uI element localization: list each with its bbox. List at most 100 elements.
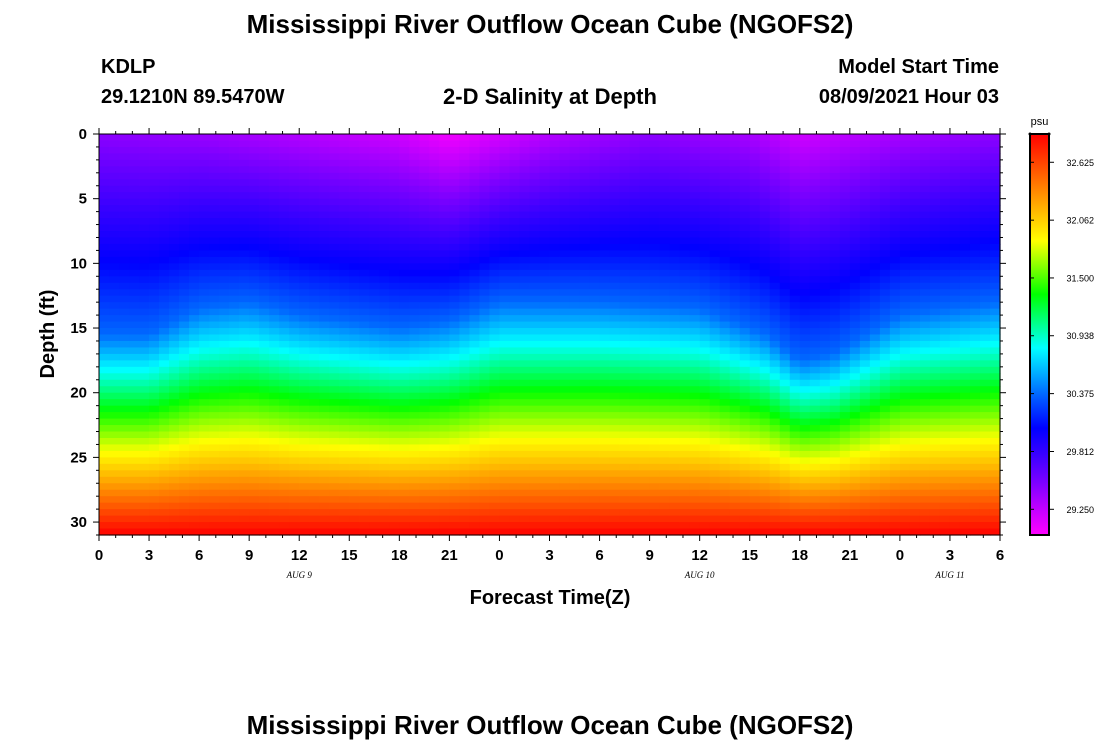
heatmap-cell: [629, 185, 641, 193]
heatmap-cell: [129, 392, 140, 400]
heatmap-cell: [379, 205, 390, 213]
heatmap-cell: [629, 463, 641, 471]
heatmap-cell: [709, 502, 721, 510]
heatmap-cell: [259, 153, 270, 161]
heatmap-cell: [649, 437, 661, 446]
heatmap-cell: [489, 457, 501, 465]
heatmap-cell: [779, 360, 791, 368]
heatmap-cell: [349, 405, 360, 413]
heatmap-cell: [639, 218, 651, 226]
heatmap-cell: [449, 263, 460, 271]
heatmap-cell: [749, 308, 761, 316]
station-id: KDLP: [101, 56, 156, 78]
heatmap-cell: [699, 289, 711, 297]
heatmap-cell: [549, 140, 561, 148]
heatmap-cell: [389, 412, 400, 420]
heatmap-cell: [469, 282, 481, 290]
heatmap-cell: [699, 470, 711, 478]
heatmap-cell: [789, 405, 801, 413]
heatmap-cell: [429, 334, 440, 342]
heatmap-cell: [869, 218, 881, 226]
heatmap-cell: [649, 276, 661, 284]
heatmap-cell: [519, 328, 531, 336]
heatmap-cell: [709, 302, 721, 310]
heatmap-cell: [99, 425, 110, 433]
heatmap-cell: [439, 153, 450, 161]
heatmap-cell: [229, 243, 240, 252]
heatmap-cell: [679, 437, 691, 446]
heatmap-cell: [829, 205, 841, 213]
heatmap-cell: [169, 444, 180, 452]
heatmap-cell: [699, 308, 711, 316]
heatmap-cell: [689, 282, 701, 290]
heatmap-cell: [139, 457, 150, 465]
heatmap-cell: [219, 263, 230, 271]
heatmap-cell: [619, 412, 631, 420]
heatmap-cell: [829, 289, 841, 297]
heatmap-cell: [189, 399, 200, 407]
heatmap-cell: [529, 172, 541, 180]
heatmap-cell: [279, 457, 290, 465]
heatmap-cell: [279, 347, 290, 355]
heatmap-cell: [829, 502, 841, 510]
heatmap-cell: [399, 444, 410, 452]
heatmap-cell: [129, 250, 140, 258]
heatmap-cell: [309, 425, 320, 433]
heatmap-cell: [389, 211, 400, 219]
heatmap-cell: [439, 231, 450, 239]
heatmap-cell: [729, 379, 741, 387]
heatmap-cell: [679, 211, 691, 219]
heatmap-cell: [439, 437, 450, 446]
heatmap-cell: [409, 437, 420, 446]
heatmap-cell: [519, 509, 531, 517]
heatmap-cell: [559, 269, 571, 277]
heatmap-cell: [749, 198, 761, 206]
heatmap-cell: [159, 347, 170, 355]
heatmap-cell: [879, 444, 891, 452]
heatmap-cell: [309, 450, 320, 458]
heatmap-cell: [529, 140, 541, 148]
heatmap-cell: [479, 444, 491, 452]
heatmap-cell: [679, 386, 691, 394]
heatmap-cell: [309, 308, 320, 316]
heatmap-cell: [669, 192, 681, 200]
heatmap-cell: [749, 140, 761, 148]
heatmap-cell: [789, 192, 801, 200]
heatmap-cell: [879, 502, 891, 510]
heatmap-cell: [459, 243, 471, 252]
heatmap-cell: [869, 256, 881, 264]
heatmap-cell: [799, 276, 811, 284]
heatmap-cell: [569, 308, 581, 316]
heatmap-cell: [289, 302, 300, 310]
heatmap-cell: [659, 496, 671, 504]
heatmap-cell: [369, 405, 380, 413]
heatmap-cell: [549, 334, 561, 342]
heatmap-cell: [219, 392, 230, 400]
heatmap-cell: [759, 146, 771, 155]
heatmap-cell: [869, 308, 881, 316]
heatmap-cell: [489, 431, 501, 439]
heatmap-cell: [599, 321, 611, 329]
heatmap-cell: [499, 134, 511, 142]
heatmap-cell: [429, 392, 440, 400]
heatmap-cell: [239, 450, 250, 458]
heatmap-cell: [259, 308, 270, 316]
heatmap-cell: [329, 366, 340, 374]
heatmap-cell: [339, 334, 350, 342]
heatmap-cell: [189, 205, 200, 213]
heatmap-cell: [519, 457, 531, 465]
heatmap-cell: [409, 224, 420, 232]
heatmap-cell: [859, 366, 871, 374]
heatmap-cell: [419, 522, 430, 530]
heatmap-cell: [799, 353, 811, 361]
heatmap-cell: [589, 522, 601, 530]
heatmap-cell: [169, 198, 180, 206]
heatmap-cell: [829, 353, 841, 361]
heatmap-cell: [729, 502, 741, 510]
heatmap-cell: [249, 373, 260, 381]
heatmap-cell: [319, 489, 330, 497]
heatmap-cell: [239, 522, 250, 530]
heatmap-cell: [249, 483, 260, 491]
heatmap-cell: [729, 373, 741, 381]
heatmap-cell: [649, 353, 661, 361]
